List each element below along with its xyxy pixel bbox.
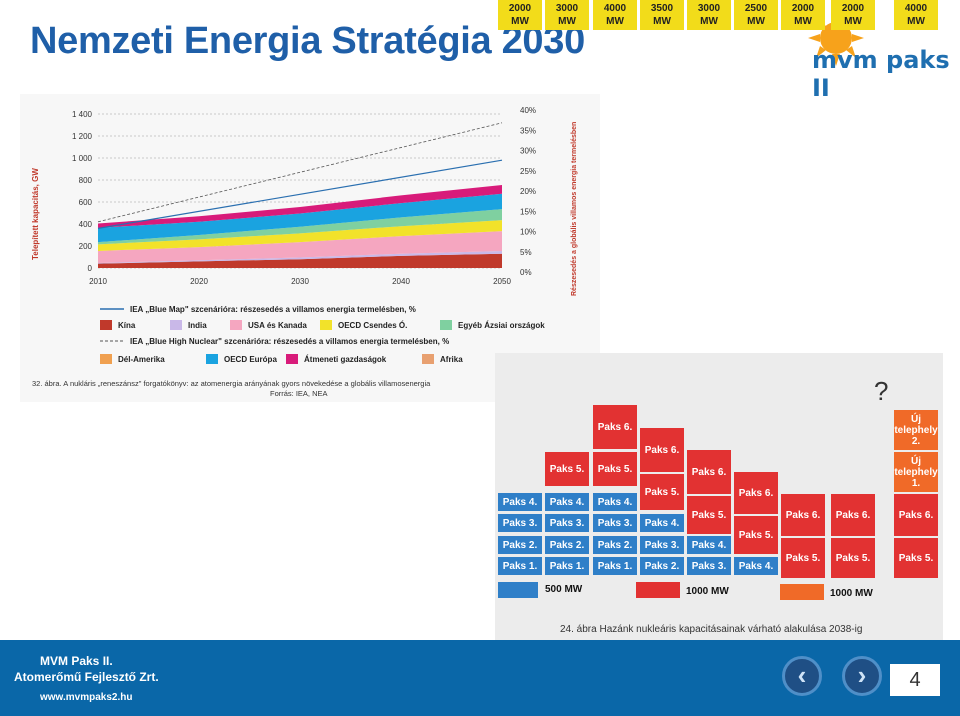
chart-caption: 32. ábra. A nukláris „reneszánsz" forgat… — [32, 379, 431, 388]
area-oecd-csendes-ó. — [98, 220, 502, 251]
legend-swatch — [320, 320, 332, 330]
xtick-label: 2050 — [493, 277, 511, 286]
capacity-cell: 2500 MW — [734, 0, 778, 30]
legend-swatch — [286, 354, 298, 364]
legend-label: USA és Kanada — [248, 321, 307, 330]
legend-swatch — [100, 354, 112, 364]
legend-500mw-label: 500 MW — [545, 584, 583, 595]
legend-title-blue-map: IEA „Blue Map" szcenárióra: részesedés a… — [130, 305, 416, 314]
y2tick-label: 40% — [520, 106, 536, 115]
ytick-label: 1 200 — [72, 132, 93, 141]
y2tick-label: 30% — [520, 147, 536, 156]
ytick-label: 400 — [79, 220, 93, 229]
y2tick-label: 15% — [520, 207, 536, 216]
y2-axis-title: Részesedés a globális villamos energia t… — [571, 122, 578, 296]
xtick-label: 2020 — [190, 277, 208, 286]
chevron-left-icon: ‹ — [797, 660, 807, 690]
legend-swatch — [100, 320, 112, 330]
prev-slide-button[interactable]: ‹ — [782, 656, 822, 696]
logo-text: mvm paks II — [812, 46, 950, 102]
legend-1000mw-new-label: 1000 MW — [830, 588, 873, 599]
area-kína — [98, 253, 502, 268]
timeline-caption: 24. ábra Hazánk nukleáris kapacitásainak… — [560, 624, 863, 635]
legend-label: Átmeneti gazdaságok — [304, 355, 387, 364]
legend-label: Egyéb Ázsiai országok — [458, 321, 545, 330]
blue-map-line — [97, 159, 503, 229]
ytick-label: 800 — [79, 176, 93, 185]
year-header: 2030. — [593, 0, 637, 18]
ytick-label: 0 — [88, 264, 93, 273]
legend-1000mw-new-swatch — [780, 584, 824, 600]
footer-url[interactable]: www.mvmpaks2.hu — [40, 692, 133, 703]
year-header: 2025. — [545, 0, 589, 18]
legend-label: OECD Csendes Ó. — [338, 321, 407, 330]
area-usa-és-kanada — [98, 231, 502, 264]
legend-swatch — [422, 354, 434, 364]
legend-1000mw-swatch — [636, 582, 680, 598]
capacity-cell: 4000 MW — [593, 0, 637, 30]
legend-1000mw-label: 1000 MW — [686, 586, 729, 597]
legend-label: Kína — [118, 321, 136, 330]
y-axis-title: Telepített kapacitás, GW — [31, 168, 40, 260]
legend-title-high-nuclear: IEA „Blue High Nuclear" szcenárióra: rés… — [130, 337, 449, 346]
xtick-label: 2040 — [392, 277, 410, 286]
legend-swatch — [206, 354, 218, 364]
year-header: 2034. — [687, 0, 731, 18]
legend-swatch — [170, 320, 182, 330]
year-header: 2032. — [640, 0, 684, 18]
ytick-label: 600 — [79, 198, 93, 207]
ytick-label: 1 400 — [72, 110, 93, 119]
legend-label: India — [188, 321, 207, 330]
legend-swatch — [440, 320, 452, 330]
legend-label: OECD Európa — [224, 355, 277, 364]
y2tick-label: 10% — [520, 228, 536, 237]
legend-label: Dél-Amerika — [118, 355, 165, 364]
area-oecd-európa — [98, 193, 502, 243]
footer-company-sub: Atomerőmű Fejlesztő Zrt. — [14, 670, 159, 684]
area-india — [98, 250, 502, 264]
y2tick-label: 0% — [520, 268, 532, 277]
next-slide-button[interactable]: › — [842, 656, 882, 696]
y2tick-label: 35% — [520, 126, 536, 135]
y2tick-label: 25% — [520, 167, 536, 176]
xtick-label: 2010 — [89, 277, 107, 286]
footer-company: MVM Paks II. — [40, 654, 113, 668]
ytick-label: 1 000 — [72, 154, 93, 163]
xtick-label: 2030 — [291, 277, 309, 286]
question-mark: ? — [874, 376, 889, 406]
ytick-label: 200 — [79, 242, 93, 251]
chart-source: Forrás: IEA, NEA — [270, 389, 328, 398]
high-nuclear-line — [97, 122, 503, 223]
chevron-right-icon: › — [857, 660, 867, 690]
capacity-cell: 3500 MW — [640, 0, 684, 30]
capacity-chart-svg: 1 400 1 200 1 000 800 600 400 200 0 40% 35% 30% 25%… — [31, 106, 578, 398]
area-átmeneti-gazdaságok — [98, 184, 502, 228]
capacity-chart: 1 400 1 200 1 000 800 600 400 200 0 40% 35% 30% 25%… — [20, 94, 600, 402]
year-header: 2011. — [498, 0, 542, 18]
legend-swatch — [230, 320, 242, 330]
capacity-cell: 3000 MW — [687, 0, 731, 30]
year-header: 2036. — [734, 0, 778, 18]
page-title: Nemzeti Energia Stratégia 2030 — [30, 20, 585, 62]
legend-label: Afrika — [440, 355, 463, 364]
y2tick-label: 20% — [520, 187, 536, 196]
y2tick-label: 5% — [520, 248, 532, 257]
legend-500mw-swatch — [498, 582, 538, 598]
page-number: 4 — [890, 664, 940, 696]
